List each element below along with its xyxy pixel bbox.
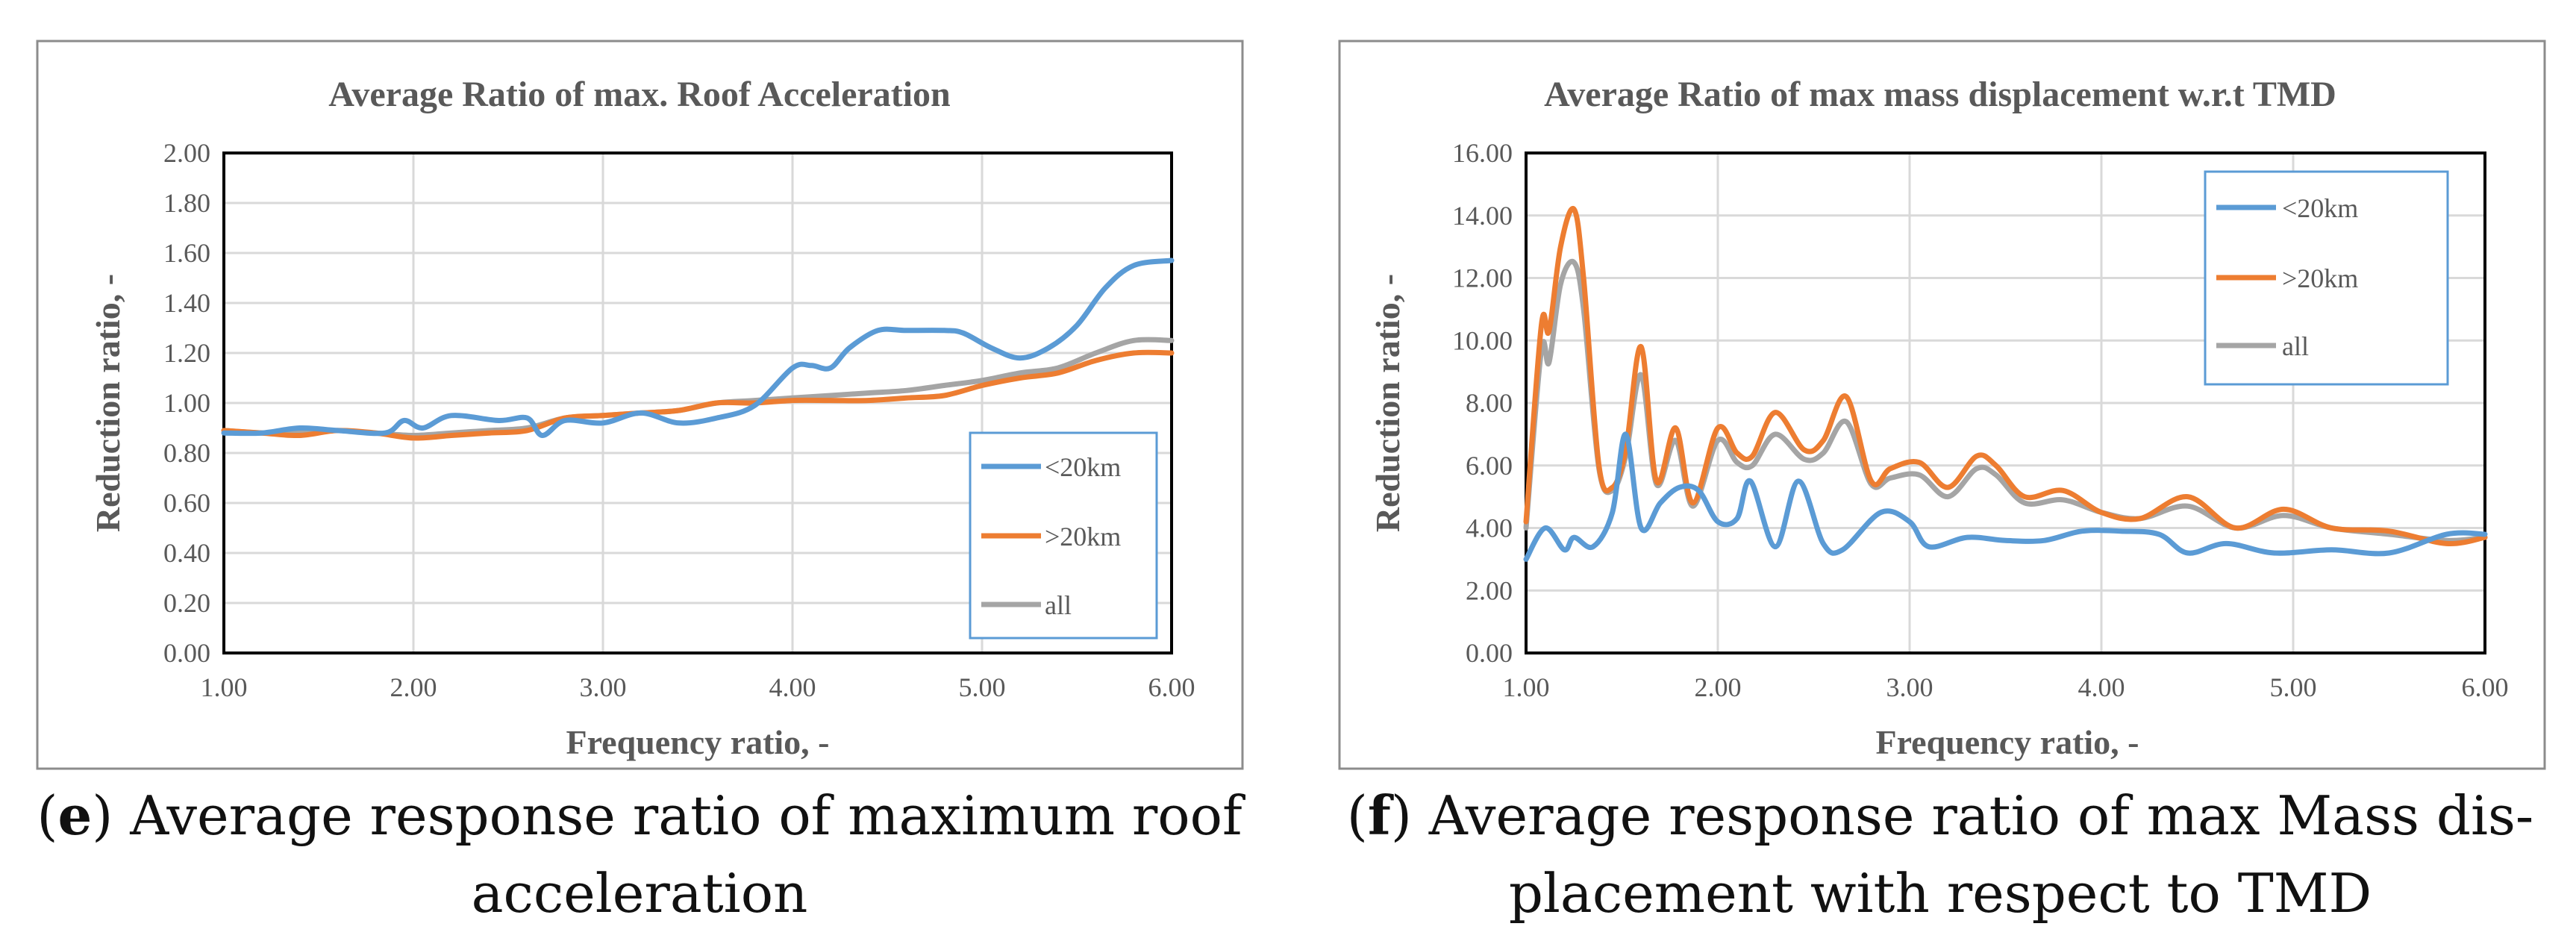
- x-tick-label: 1.00: [1503, 672, 1550, 702]
- x-tick-label: 2.00: [390, 672, 437, 702]
- x-tick-label: 5.00: [959, 672, 1006, 702]
- legend-label-gt20: >20km: [1045, 522, 1121, 551]
- caption-e-line1: (e) Average response ratio of maximum ro…: [37, 784, 1245, 847]
- chart-roof-acceleration: Average Ratio of max. Roof Acceleration …: [36, 40, 1244, 770]
- caption-f-label: f: [1368, 784, 1394, 847]
- y-tick-label: 4.00: [1466, 513, 1513, 543]
- y-tick-label: 14.00: [1452, 201, 1513, 231]
- y-tick-label: 8.00: [1466, 388, 1513, 418]
- chart-mass-displacement: Average Ratio of max mass displacement w…: [1338, 40, 2546, 770]
- plot-area-border: [1525, 151, 2486, 654]
- series-line-gt20: [1523, 205, 2488, 547]
- x-tick-label: 3.00: [1886, 672, 1933, 702]
- y-tick-label: 16.00: [1452, 138, 1513, 168]
- x-tick-label: 6.00: [1148, 672, 1195, 702]
- x-tick-label: 4.00: [2078, 672, 2125, 702]
- plot-area-border: [222, 151, 1173, 654]
- legend-label-all: all: [1045, 590, 1072, 620]
- y-tick-label: 12.00: [1452, 263, 1513, 293]
- caption-e-label: e: [57, 784, 92, 847]
- y-tick-label: 1.80: [163, 188, 210, 218]
- caption-e-text: Average response ratio of maximum roof: [129, 784, 1245, 847]
- series-line-lt20: [1523, 431, 2488, 562]
- x-tick-label: 5.00: [2270, 672, 2317, 702]
- y-tick-label: 0.40: [163, 538, 210, 568]
- x-tick-label: 6.00: [2462, 672, 2509, 702]
- y-tick-label: 2.00: [163, 138, 210, 168]
- chart-area-frame: [1338, 40, 2546, 770]
- y-tick-label: 0.00: [163, 638, 210, 668]
- legend-label-gt20: >20km: [2282, 263, 2358, 293]
- x-axis-label: Frequency ratio, -: [566, 723, 829, 761]
- caption-e-line2: acceleration: [472, 862, 808, 925]
- x-tick-label: 2.00: [1695, 672, 1742, 702]
- chart-title: Average Ratio of max. Roof Acceleration: [328, 75, 951, 114]
- y-tick-label: 2.00: [1466, 575, 1513, 605]
- caption-f: (f) Average response ratio of max Mass d…: [1347, 784, 2534, 925]
- x-tick-label: 3.00: [580, 672, 627, 702]
- y-tick-label: 0.20: [163, 588, 210, 618]
- y-tick-label: 1.20: [163, 338, 210, 368]
- y-tick-label: 0.60: [163, 488, 210, 518]
- x-axis-label: Frequency ratio, -: [1875, 723, 2139, 761]
- legend: <20km >20km all: [969, 431, 1158, 640]
- legend-label-all: all: [2282, 331, 2309, 361]
- x-tick-label: 1.00: [201, 672, 248, 702]
- legend-label-lt20: <20km: [2282, 193, 2358, 223]
- legend-label-lt20: <20km: [1045, 452, 1121, 482]
- y-tick-label: 6.00: [1466, 451, 1513, 481]
- y-tick-label: 1.60: [163, 238, 210, 268]
- chart-area-frame: [36, 40, 1244, 770]
- caption-f-line1: (f) Average response ratio of max Mass d…: [1347, 784, 2534, 847]
- chart-title: Average Ratio of max mass displacement w…: [1544, 75, 2336, 114]
- legend: <20km >20km all: [2204, 170, 2449, 386]
- caption-e: (e) Average response ratio of maximum ro…: [37, 784, 1245, 925]
- y-axis-label: Reduction ratio, -: [89, 274, 127, 532]
- y-tick-label: 1.00: [163, 388, 210, 418]
- caption-f-line2: placement with respect to TMD: [1509, 862, 2372, 925]
- y-axis-label: Reduction ratio, -: [1369, 274, 1407, 532]
- y-tick-label: 1.40: [163, 288, 210, 318]
- y-tick-label: 0.80: [163, 438, 210, 468]
- y-tick-label: 10.00: [1452, 325, 1513, 355]
- y-tick-label: 0.00: [1466, 638, 1513, 668]
- x-tick-label: 4.00: [769, 672, 816, 702]
- series-line-lt20: [221, 257, 1175, 438]
- caption-f-text: Average response ratio of max Mass dis-: [1428, 784, 2533, 847]
